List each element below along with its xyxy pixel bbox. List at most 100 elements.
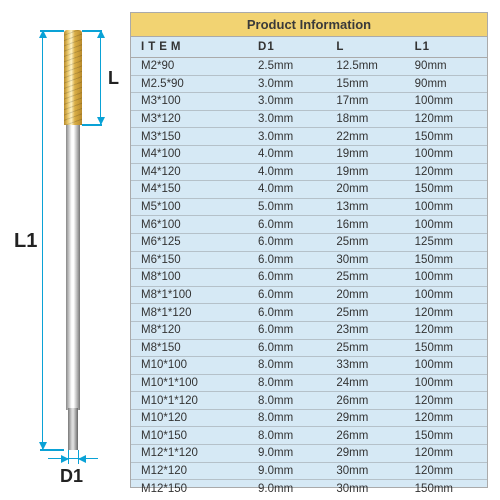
cell-d1: 8.0mm [252, 392, 330, 410]
cell-item: M8*150 [131, 339, 252, 357]
cell-l: 26mm [330, 427, 408, 445]
cell-l: 20mm [330, 286, 408, 304]
cell-item: M4*100 [131, 145, 252, 163]
cell-l1: 100mm [409, 374, 487, 392]
cell-d1: 5.0mm [252, 198, 330, 216]
cell-d1: 9.0mm [252, 445, 330, 463]
cell-l: 19mm [330, 145, 408, 163]
cell-l: 29mm [330, 409, 408, 427]
table-row: M12*1509.0mm30mm150mm [131, 480, 487, 497]
table-row: M2.5*903.0mm15mm90mm [131, 75, 487, 93]
cell-l: 26mm [330, 392, 408, 410]
drill-diagram: L L1 D1 [12, 30, 127, 470]
dim-label-D1: D1 [60, 466, 83, 487]
cell-l: 24mm [330, 374, 408, 392]
cell-item: M12*120 [131, 462, 252, 480]
cell-d1: 6.0mm [252, 251, 330, 269]
cell-l: 19mm [330, 163, 408, 181]
cell-d1: 6.0mm [252, 233, 330, 251]
table-row: M12*1*1209.0mm29mm120mm [131, 445, 487, 463]
cell-l1: 150mm [409, 181, 487, 199]
cell-l: 17mm [330, 93, 408, 111]
cell-item: M6*150 [131, 251, 252, 269]
cell-l: 20mm [330, 181, 408, 199]
cell-item: M6*125 [131, 233, 252, 251]
table-row: M8*1*1006.0mm20mm100mm [131, 286, 487, 304]
cell-l: 30mm [330, 251, 408, 269]
cell-l: 30mm [330, 480, 408, 497]
cell-d1: 8.0mm [252, 427, 330, 445]
cell-item: M2*90 [131, 58, 252, 76]
table-row: M4*1004.0mm19mm100mm [131, 145, 487, 163]
drill-shank [68, 408, 78, 450]
cell-l1: 100mm [409, 357, 487, 375]
table-row: M4*1504.0mm20mm150mm [131, 181, 487, 199]
cell-l1: 120mm [409, 321, 487, 339]
cell-l: 33mm [330, 357, 408, 375]
cell-l: 30mm [330, 462, 408, 480]
cell-l: 15mm [330, 75, 408, 93]
cell-item: M3*120 [131, 110, 252, 128]
cell-item: M3*150 [131, 128, 252, 146]
table-row: M6*1506.0mm30mm150mm [131, 251, 487, 269]
cell-l: 13mm [330, 198, 408, 216]
cell-l: 25mm [330, 339, 408, 357]
col-d1: D1 [252, 37, 330, 58]
cell-d1: 6.0mm [252, 304, 330, 322]
cell-d1: 6.0mm [252, 321, 330, 339]
cell-l1: 120mm [409, 110, 487, 128]
table-row: M10*1*1208.0mm26mm120mm [131, 392, 487, 410]
cell-l1: 100mm [409, 269, 487, 287]
cell-l1: 100mm [409, 198, 487, 216]
cell-d1: 6.0mm [252, 286, 330, 304]
table-title: Product Information [131, 13, 487, 37]
table-row: M8*1206.0mm23mm120mm [131, 321, 487, 339]
cell-l1: 150mm [409, 128, 487, 146]
cell-l: 25mm [330, 269, 408, 287]
cell-l1: 120mm [409, 304, 487, 322]
table-row: M4*1204.0mm19mm120mm [131, 163, 487, 181]
cell-l: 22mm [330, 128, 408, 146]
cell-d1: 6.0mm [252, 269, 330, 287]
cell-item: M2.5*90 [131, 75, 252, 93]
cell-d1: 3.0mm [252, 75, 330, 93]
cell-item: M10*100 [131, 357, 252, 375]
table-row: M6*1006.0mm16mm100mm [131, 216, 487, 234]
product-table: ITEM D1 L L1 M2*902.5mm12.5mm90mmM2.5*90… [131, 37, 487, 497]
cell-l1: 150mm [409, 339, 487, 357]
cell-d1: 9.0mm [252, 462, 330, 480]
cell-item: M10*1*120 [131, 392, 252, 410]
cell-item: M10*1*100 [131, 374, 252, 392]
table-header-row: ITEM D1 L L1 [131, 37, 487, 58]
dim-label-L: L [108, 68, 119, 89]
cell-l1: 100mm [409, 145, 487, 163]
cell-l1: 90mm [409, 75, 487, 93]
cell-item: M12*1*120 [131, 445, 252, 463]
cell-item: M6*100 [131, 216, 252, 234]
cell-d1: 3.0mm [252, 110, 330, 128]
cell-d1: 3.0mm [252, 128, 330, 146]
col-item: ITEM [131, 37, 252, 58]
cell-item: M8*120 [131, 321, 252, 339]
cell-l1: 150mm [409, 427, 487, 445]
cell-d1: 8.0mm [252, 357, 330, 375]
dim-label-L1: L1 [14, 230, 37, 253]
cell-l: 25mm [330, 233, 408, 251]
cell-d1: 6.0mm [252, 216, 330, 234]
cell-l: 12.5mm [330, 58, 408, 76]
cell-item: M4*120 [131, 163, 252, 181]
table-row: M8*1*1206.0mm25mm120mm [131, 304, 487, 322]
cell-l1: 100mm [409, 216, 487, 234]
drill-shaft [66, 125, 80, 410]
drill-bit [64, 30, 82, 450]
col-l1: L1 [409, 37, 487, 58]
table-row: M3*1203.0mm18mm120mm [131, 110, 487, 128]
cell-l1: 150mm [409, 251, 487, 269]
cell-l1: 120mm [409, 445, 487, 463]
cell-item: M10*120 [131, 409, 252, 427]
cell-d1: 2.5mm [252, 58, 330, 76]
cell-item: M12*150 [131, 480, 252, 497]
cell-l: 18mm [330, 110, 408, 128]
product-table-container: Product Information ITEM D1 L L1 M2*902.… [130, 12, 488, 488]
cell-item: M3*100 [131, 93, 252, 111]
